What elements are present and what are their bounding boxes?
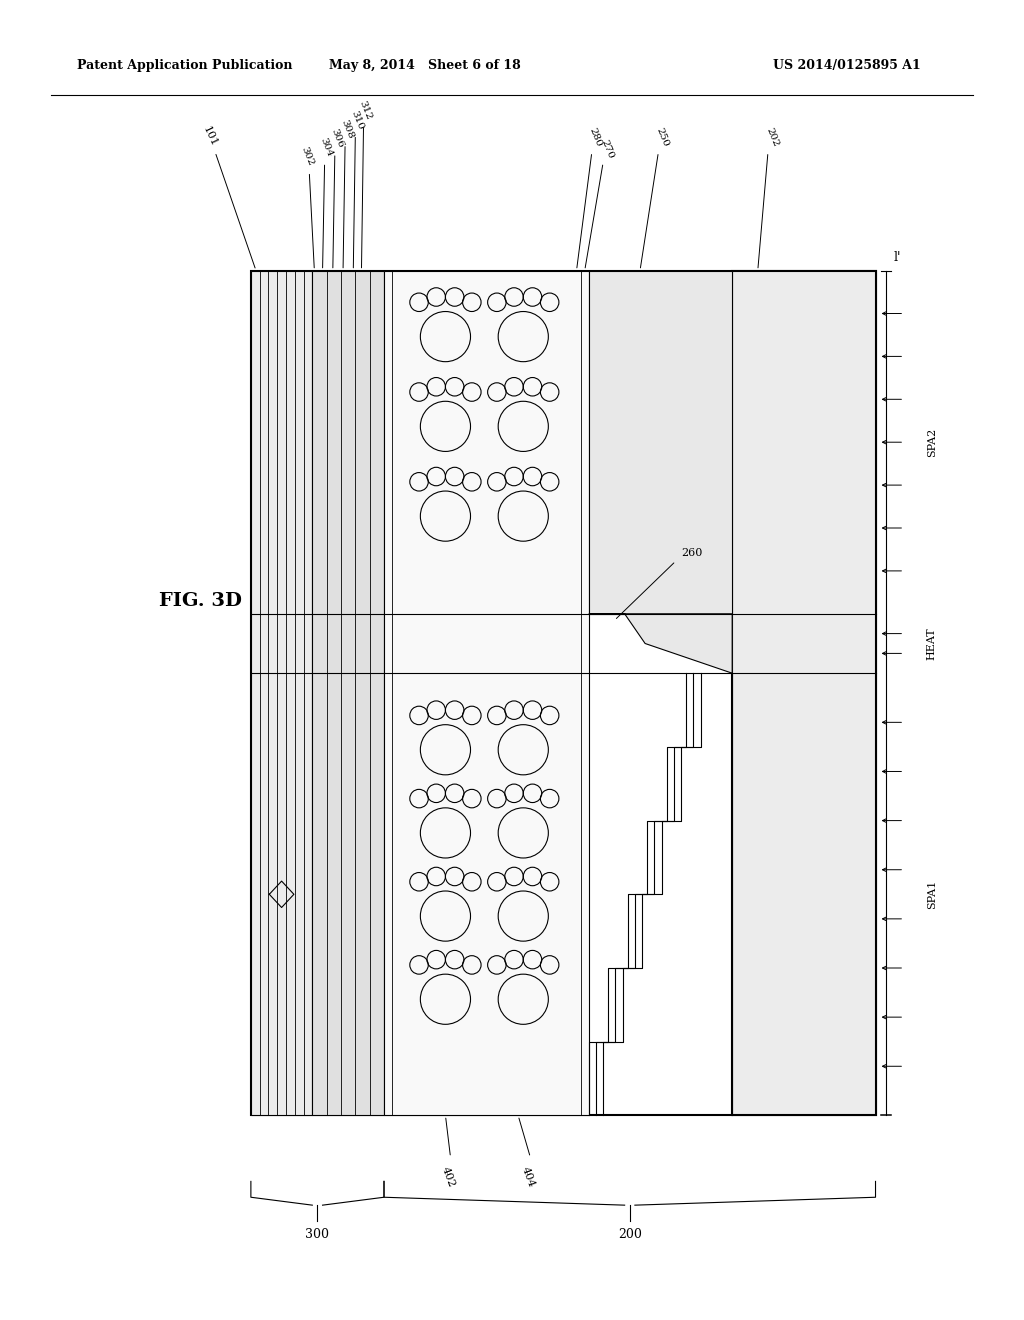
Text: 250: 250 bbox=[654, 125, 671, 148]
Text: l': l' bbox=[894, 251, 901, 264]
Text: FIG. 3D: FIG. 3D bbox=[159, 591, 242, 610]
Text: SPA1: SPA1 bbox=[927, 879, 937, 909]
Text: 101: 101 bbox=[201, 124, 219, 148]
Bar bbox=[589, 271, 732, 614]
Text: HEAT: HEAT bbox=[927, 627, 937, 660]
Text: 404: 404 bbox=[520, 1166, 537, 1189]
Text: May 8, 2014   Sheet 6 of 18: May 8, 2014 Sheet 6 of 18 bbox=[329, 59, 521, 73]
Text: 280: 280 bbox=[587, 125, 603, 148]
Bar bbox=[732, 271, 876, 1115]
Text: 202: 202 bbox=[764, 125, 780, 148]
Text: 312: 312 bbox=[357, 99, 374, 121]
Text: 302: 302 bbox=[299, 145, 315, 168]
Polygon shape bbox=[589, 614, 732, 673]
Text: 270: 270 bbox=[599, 137, 615, 160]
Text: 306: 306 bbox=[329, 127, 345, 149]
Bar bbox=[251, 271, 312, 1115]
Bar bbox=[251, 271, 876, 1115]
Text: 308: 308 bbox=[339, 117, 355, 140]
Text: US 2014/0125895 A1: US 2014/0125895 A1 bbox=[773, 59, 921, 73]
Text: 402: 402 bbox=[440, 1166, 457, 1189]
Text: 304: 304 bbox=[318, 136, 335, 158]
Text: 200: 200 bbox=[617, 1228, 642, 1241]
Text: 300: 300 bbox=[305, 1228, 330, 1241]
Text: 260: 260 bbox=[681, 548, 702, 558]
Bar bbox=[312, 271, 384, 1115]
Text: SPA2: SPA2 bbox=[927, 428, 937, 457]
Text: Patent Application Publication: Patent Application Publication bbox=[77, 59, 292, 73]
Text: 310: 310 bbox=[349, 108, 366, 131]
Bar bbox=[384, 271, 589, 1115]
